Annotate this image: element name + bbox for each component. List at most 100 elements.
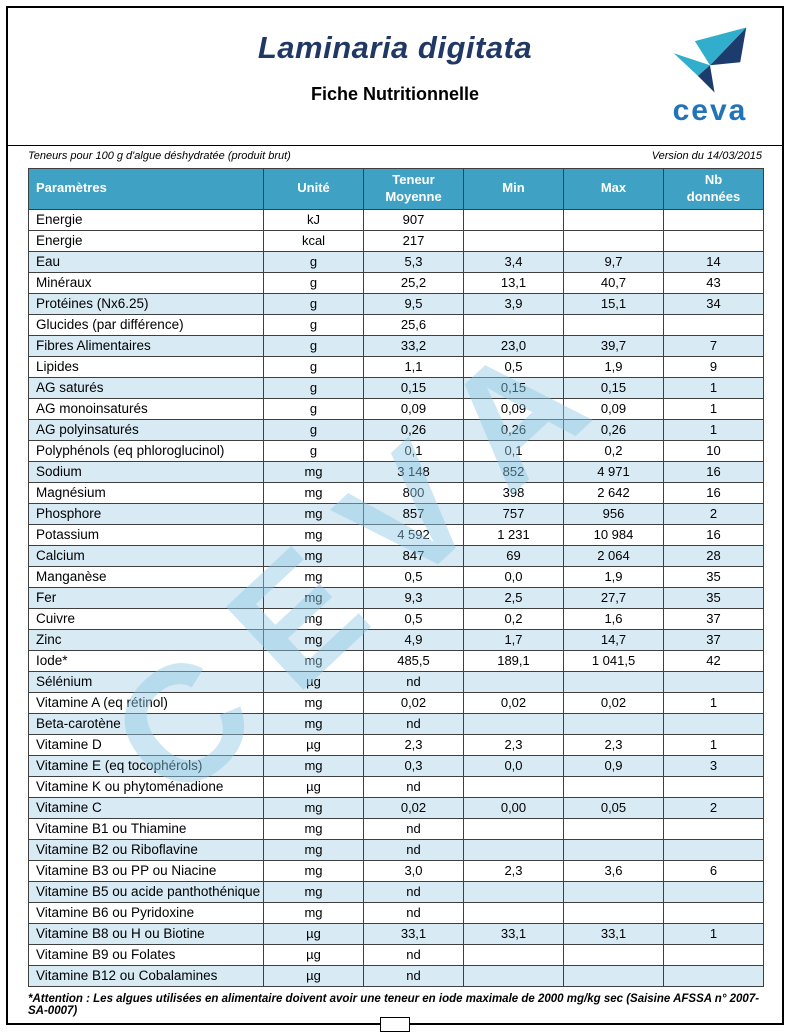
header-divider (8, 145, 782, 146)
value-cell (563, 880, 664, 903)
value-cell: 3 148 (363, 460, 464, 483)
param-cell: Calcium (28, 544, 264, 567)
param-cell: AG saturés (28, 376, 264, 399)
value-cell: 0,26 (363, 418, 464, 441)
value-cell: 0,2 (563, 439, 664, 462)
value-cell (463, 838, 564, 861)
table-row: Energie kJ 907 (28, 208, 764, 231)
value-cell: g (263, 313, 364, 336)
value-cell: 485,5 (363, 649, 464, 672)
value-cell: mg (263, 796, 364, 819)
value-cell: 16 (663, 481, 764, 504)
value-cell: 0,5 (363, 607, 464, 630)
value-cell: 0,26 (463, 418, 564, 441)
value-cell: mg (263, 691, 364, 714)
value-cell (463, 775, 564, 798)
value-cell (563, 964, 664, 987)
value-cell: 0,09 (363, 397, 464, 420)
value-cell: mg (263, 838, 364, 861)
value-cell: g (263, 418, 364, 441)
page-bottom-tab (380, 1017, 410, 1032)
value-cell (563, 712, 664, 735)
value-cell: mg (263, 586, 364, 609)
value-cell: 2 (663, 502, 764, 525)
param-cell: Vitamine B12 ou Cobalamines (28, 964, 264, 987)
value-cell: µg (263, 943, 364, 966)
value-cell: nd (363, 838, 464, 861)
table-header-row: Paramètres Unité Teneur Moyenne Min Max Nb donn… (28, 168, 764, 210)
value-cell: g (263, 439, 364, 462)
value-cell: µg (263, 922, 364, 945)
value-cell: 43 (663, 271, 764, 294)
value-cell: nd (363, 880, 464, 903)
value-cell: 69 (463, 544, 564, 567)
value-cell: 1 (663, 418, 764, 441)
value-cell: 1,9 (563, 565, 664, 588)
table-row: Sodium mg 3 148 852 4 971 16 (28, 460, 764, 483)
value-cell: nd (363, 943, 464, 966)
param-cell: Lipides (28, 355, 264, 378)
ceva-logo-icon (664, 26, 756, 94)
value-cell: g (263, 397, 364, 420)
column-header: Min (463, 168, 564, 210)
value-cell: mg (263, 544, 364, 567)
param-cell: Sélénium (28, 670, 264, 693)
value-cell: 1,1 (363, 355, 464, 378)
value-cell: 1 041,5 (563, 649, 664, 672)
value-cell: 0,2 (463, 607, 564, 630)
param-cell: Vitamine B8 ou H ou Biotine (28, 922, 264, 945)
value-cell: 757 (463, 502, 564, 525)
value-cell: mg (263, 754, 364, 777)
nutrition-table: Paramètres Unité Teneur Moyenne Min Max Nb donn… (28, 168, 764, 987)
param-cell: Fer (28, 586, 264, 609)
value-cell: 2 064 (563, 544, 664, 567)
value-cell (463, 208, 564, 231)
value-cell: 7 (663, 334, 764, 357)
value-cell: 1 (663, 397, 764, 420)
value-cell: 0,9 (563, 754, 664, 777)
value-cell: 800 (363, 481, 464, 504)
table-row: Vitamine B3 ou PP ou Niacine mg 3,0 2,3 3,6 6 (28, 859, 764, 882)
value-cell: 4 971 (563, 460, 664, 483)
value-cell: 0,0 (463, 754, 564, 777)
value-cell: 0,02 (363, 691, 464, 714)
value-cell: 0,09 (563, 397, 664, 420)
value-cell (563, 670, 664, 693)
value-cell: 852 (463, 460, 564, 483)
value-cell: 2,3 (363, 733, 464, 756)
table-row: Potassium mg 4 592 1 231 10 984 16 (28, 523, 764, 546)
value-cell: g (263, 355, 364, 378)
table-row: AG polyinsaturés g 0,26 0,26 0,26 1 (28, 418, 764, 441)
value-cell (463, 670, 564, 693)
column-header: Teneur Moyenne (363, 168, 464, 210)
table-row: Lipides g 1,1 0,5 1,9 9 (28, 355, 764, 378)
value-cell (663, 313, 764, 336)
value-cell (563, 943, 664, 966)
table-row: Calcium mg 847 69 2 064 28 (28, 544, 764, 567)
value-cell: 33,2 (363, 334, 464, 357)
value-cell: 33,1 (363, 922, 464, 945)
value-cell: 23,0 (463, 334, 564, 357)
value-cell: 34 (663, 292, 764, 315)
table-row: Magnésium mg 800 398 2 642 16 (28, 481, 764, 504)
value-cell: 35 (663, 565, 764, 588)
param-cell: Vitamine K ou phytoménadione (28, 775, 264, 798)
table-row: Protéines (Nx6.25) g 9,5 3,9 15,1 34 (28, 292, 764, 315)
value-cell: 1 231 (463, 523, 564, 546)
value-cell: g (263, 376, 364, 399)
value-cell: µg (263, 670, 364, 693)
param-cell: Fibres Alimentaires (28, 334, 264, 357)
value-cell: 4 592 (363, 523, 464, 546)
value-cell: 1,6 (563, 607, 664, 630)
value-cell: mg (263, 481, 364, 504)
param-cell: Phosphore (28, 502, 264, 525)
value-cell (563, 901, 664, 924)
value-cell: 5,3 (363, 250, 464, 273)
value-cell: µg (263, 775, 364, 798)
param-cell: Vitamine A (eq rétinol) (28, 691, 264, 714)
value-cell: 0,5 (463, 355, 564, 378)
value-cell: mg (263, 565, 364, 588)
value-cell (663, 943, 764, 966)
value-cell: 10 984 (563, 523, 664, 546)
value-cell: 6 (663, 859, 764, 882)
